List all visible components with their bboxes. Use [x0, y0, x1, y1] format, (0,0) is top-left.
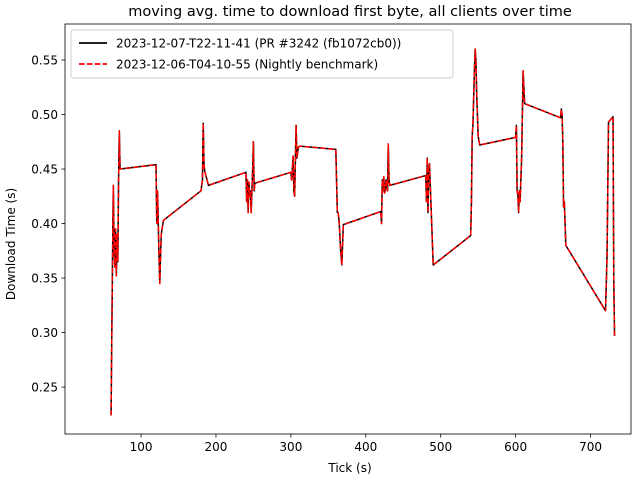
plot-frame: [64, 23, 632, 435]
y-tick-label: 0.35: [31, 271, 58, 285]
chart-title: moving avg. time to download first byte,…: [128, 4, 572, 20]
x-tick-label: 300: [279, 440, 302, 454]
x-tick-label: 500: [429, 440, 452, 454]
x-tick-label: 200: [205, 440, 228, 454]
x-tick-label: 700: [579, 440, 602, 454]
y-tick-label: 0.45: [31, 162, 58, 176]
legend-box: [70, 29, 454, 79]
legend: 2023-12-07-T22-11-41 (PR #3242 (fb1072cb…: [70, 29, 454, 79]
series-line-2: [110, 48, 616, 416]
x-tick-label: 100: [130, 440, 153, 454]
plot-area: [110, 48, 616, 416]
x-tick-label: 600: [504, 440, 527, 454]
y-tick-label: 0.50: [31, 108, 58, 122]
y-tick-label: 0.25: [31, 380, 58, 394]
x-axis-label: Tick (s): [327, 461, 371, 475]
legend-label-2: 2023-12-06-T04-10-55 (Nightly benchmark): [116, 58, 378, 72]
y-tick-label: 0.55: [31, 53, 58, 67]
y-tick-label: 0.30: [31, 326, 58, 340]
axes: 100 200 300 400 500 600 700 0.25 0.30 0.35 0.40 0.4…: [31, 23, 632, 454]
y-axis-label: Download Time (s): [4, 188, 18, 300]
x-tick-label: 400: [354, 440, 377, 454]
legend-label-1: 2023-12-07-T22-11-41 (PR #3242 (fb1072cb…: [116, 37, 401, 51]
y-tick-label: 0.40: [31, 217, 58, 231]
